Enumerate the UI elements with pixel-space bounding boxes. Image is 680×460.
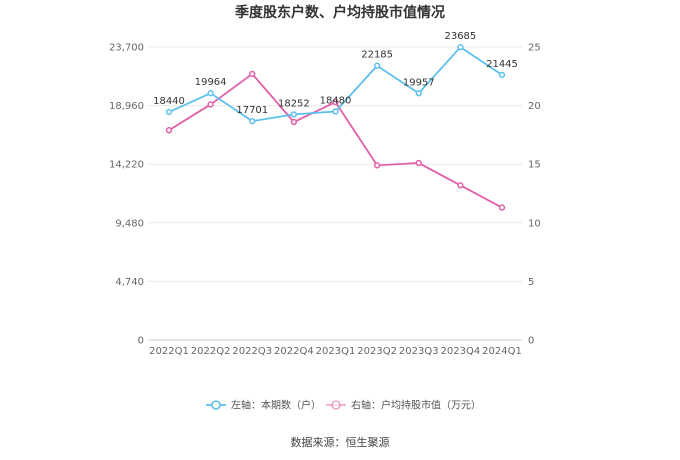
avg-holding-value-point (207, 101, 214, 108)
left-tick-label: 14,220 (109, 160, 144, 171)
avg-holding-value-point (290, 118, 298, 126)
x-tick-label: 2023Q4 (441, 346, 481, 357)
holders-count-point (373, 62, 381, 69)
data-label: 19957 (403, 77, 435, 88)
right-tick-label: 15 (528, 160, 541, 171)
x-tick-label: 2022Q4 (274, 346, 314, 357)
data-label: 22185 (361, 50, 393, 61)
holders-count-point (332, 108, 339, 115)
holders-count-point (207, 90, 214, 97)
avg-holding-value-line (168, 73, 503, 209)
grid (148, 46, 522, 341)
avg-holding-value-point (415, 159, 422, 167)
avg-holding-value-point (332, 98, 339, 106)
holders-count-point (165, 108, 173, 116)
avg-holding-value-point (373, 162, 381, 169)
right-axis: 0 5 10 15 20 25 (528, 43, 541, 347)
x-tick-label: 2022Q2 (191, 346, 231, 357)
legend-label: 左轴：本期数（户） (231, 399, 321, 412)
x-tick-label: 2024Q1 (482, 346, 522, 357)
data-label: 21445 (486, 59, 518, 70)
x-tick-label: 2023Q3 (399, 346, 439, 357)
data-label: 18440 (153, 96, 185, 107)
data-label: 18480 (320, 96, 352, 107)
left-tick-label: 18,960 (109, 101, 144, 112)
right-tick-label: 5 (528, 277, 534, 288)
right-tick-label: 10 (528, 218, 541, 229)
data-label: 17701 (236, 105, 268, 116)
left-axis: 0 4,740 9,480 14,220 18,960 23,700 (109, 43, 144, 347)
holders-count-point (498, 71, 506, 79)
right-tick-label: 0 (528, 336, 534, 347)
x-tick-label: 2022Q1 (149, 346, 189, 357)
left-tick-label: 9,480 (115, 218, 144, 229)
legend: 左轴：本期数（户） 右轴：户均持股市值（万元） (206, 399, 481, 412)
legend-swatch-marker (211, 400, 221, 410)
right-tick-label: 20 (528, 101, 541, 112)
right-tick-label: 25 (528, 43, 541, 54)
legend-label: 右轴：户均持股市值（万元） (351, 399, 481, 412)
left-tick-label: 0 (138, 336, 144, 347)
avg-holding-value-point (249, 70, 256, 78)
data-label: 19964 (195, 77, 227, 88)
x-tick-label: 2022Q3 (232, 346, 272, 357)
holders-count-point (457, 44, 464, 51)
avg-holding-value-point (498, 204, 506, 211)
source-note: 数据来源：恒生聚源 (291, 435, 390, 449)
x-axis: 2022Q1 2022Q2 2022Q3 2022Q4 2023Q1 2023Q2 2023… (148, 339, 522, 357)
x-tick-label: 2023Q2 (357, 346, 397, 357)
holders-count-point (249, 118, 256, 125)
left-tick-label: 4,740 (115, 277, 144, 288)
left-tick-label: 23,700 (109, 43, 144, 54)
data-label: 23685 (444, 31, 476, 42)
legend-swatch-marker (331, 400, 341, 410)
chart-title: 季度股东户数、户均持股市值情况 (234, 4, 445, 21)
holders-count-point (290, 111, 298, 118)
x-tick-label: 2023Q1 (316, 346, 356, 357)
avg-holding-value-point (165, 127, 173, 134)
avg-holding-value-point (457, 182, 464, 189)
series-layer: 18440 19964 17701 18252 18480 22185 19957 23685… (153, 31, 518, 211)
holders-count-point (415, 90, 422, 97)
data-label: 18252 (278, 98, 310, 109)
